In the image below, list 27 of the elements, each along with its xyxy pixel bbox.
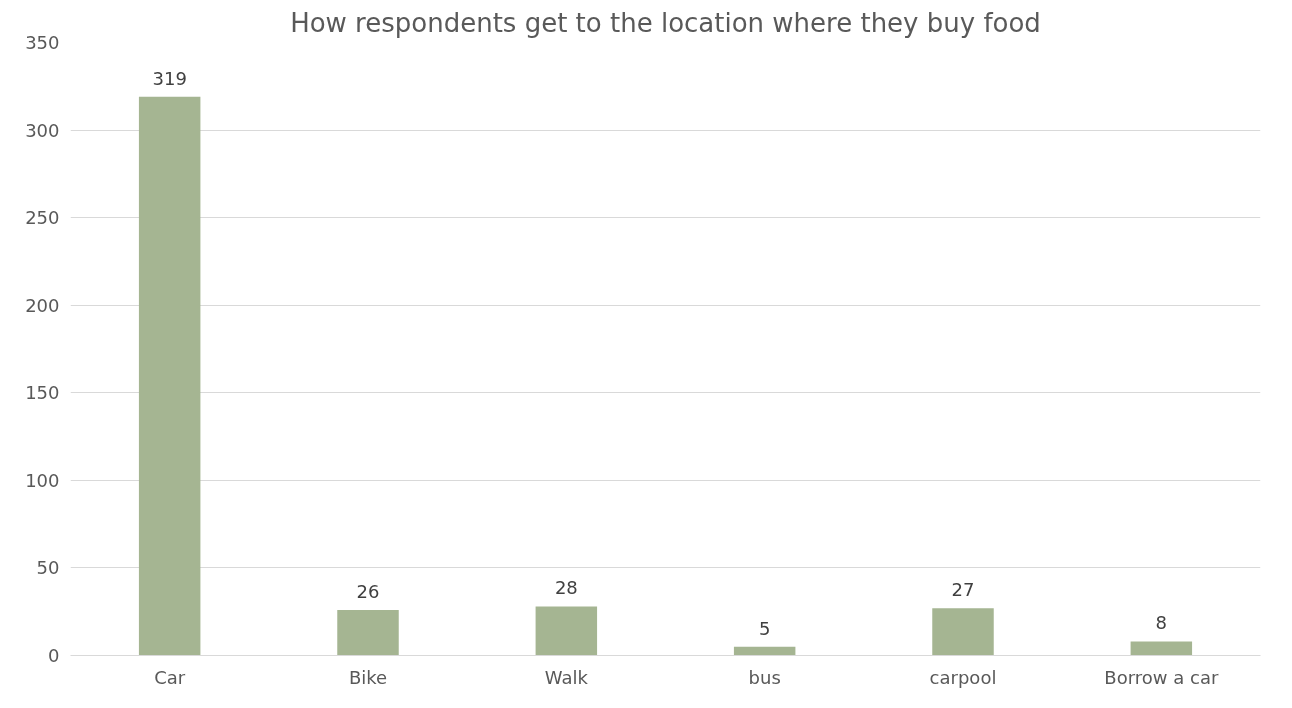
data-label: 5 — [758, 617, 771, 639]
data-label: 8 — [1155, 612, 1168, 634]
y-tick-label: 0 — [48, 645, 60, 666]
y-tick-label: 50 — [36, 557, 60, 579]
y-tick-label: 250 — [25, 207, 60, 229]
x-tick-label: Car — [154, 666, 186, 688]
chart-title: How respondents get to the location where they buy food — [290, 7, 1041, 38]
data-label: 27 — [951, 579, 975, 601]
y-tick-label: 350 — [25, 32, 60, 53]
y-tick-label: 150 — [25, 382, 60, 404]
y-tick-label: 200 — [25, 294, 60, 316]
y-tick-label: 300 — [25, 119, 60, 141]
x-tick-label: carpool — [929, 666, 997, 688]
data-label: 28 — [554, 577, 578, 599]
bar — [138, 96, 201, 656]
bar — [535, 606, 598, 656]
x-tick-label: bus — [748, 666, 781, 688]
x-tick-label: Borrow a car — [1104, 666, 1219, 688]
bar — [733, 646, 796, 656]
bar — [1130, 641, 1193, 656]
y-tick-label: 100 — [25, 469, 60, 491]
data-label: 319 — [152, 67, 187, 89]
x-tick-label: Walk — [544, 666, 589, 688]
bar — [932, 608, 994, 656]
data-label: 26 — [356, 580, 380, 602]
x-tick-label: Bike — [348, 666, 388, 688]
bar — [337, 609, 399, 656]
